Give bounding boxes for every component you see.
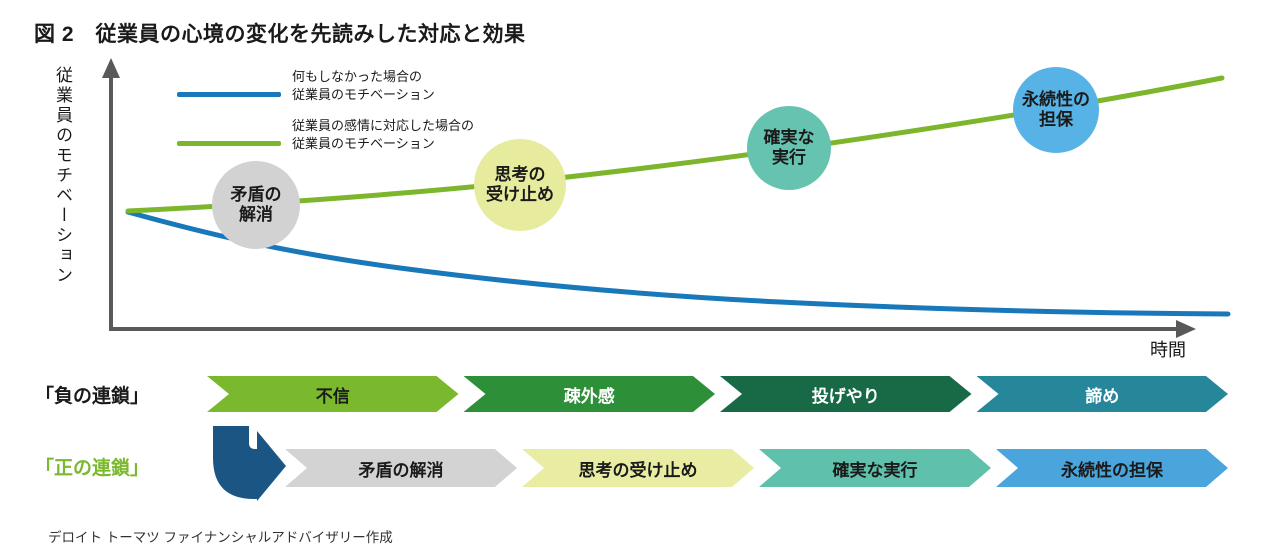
positive-chain-row: 矛盾の解消 思考の受け止め 確実な実行 永続性の担保: [285, 449, 1228, 487]
chevron-step-resignation: 諦め: [977, 376, 1229, 412]
positive-chain-label: 「正の連鎖」: [35, 458, 150, 479]
milestone-ensuring-permanence: 永続性の 担保: [1013, 67, 1099, 153]
legend-label-no-action-line1: 何もしなかった場合の: [292, 69, 423, 84]
milestone-text: 実行: [772, 148, 806, 167]
milestone-text: 受け止め: [486, 185, 554, 204]
legend-line-green-icon: [177, 141, 281, 146]
chevron-step-apathy: 投げやり: [720, 376, 972, 412]
milestone-contradiction-resolution: 矛盾の 解消: [212, 161, 300, 249]
milestone-text: 解消: [239, 205, 273, 224]
negative-chain-row: 不信 疎外感 投げやり 諦め: [207, 376, 1228, 412]
milestone-accepting-thoughts: 思考の 受け止め: [474, 139, 566, 231]
milestone-reliable-execution: 確実な 実行: [747, 106, 831, 190]
milestone-text: 担保: [1039, 110, 1073, 129]
legend-label-no-action-line2: 従業員のモチベーション: [292, 86, 435, 102]
x-axis-arrow-icon: [1176, 320, 1196, 338]
chevron-step-ensuring-permanence: 永続性の担保: [996, 449, 1228, 487]
chevron-step-accepting-thoughts: 思考の受け止め: [522, 449, 754, 487]
milestone-text: 思考の: [494, 164, 546, 184]
y-axis-label: 従業員のモチベーション: [53, 66, 72, 286]
chevron-step-contradiction-resolution: 矛盾の解消: [285, 449, 517, 487]
legend-label-responded-line1: 従業員の感情に対応した場合の: [292, 118, 475, 133]
milestone-text: 永続性の: [1022, 89, 1090, 109]
legend-label-no-action: 何もしなかった場合の 従業員のモチベーション: [292, 68, 435, 103]
bent-arrow-icon: [213, 426, 286, 501]
y-axis-arrow-icon: [102, 58, 120, 78]
x-axis-label: 時間: [1150, 340, 1186, 360]
source-attribution: デロイト トーマツ ファイナンシャルアドバイザリー作成: [48, 530, 393, 545]
negative-chain-label: 「負の連鎖」: [35, 386, 150, 407]
chevron-step-alienation: 疎外感: [464, 376, 716, 412]
milestone-text: 矛盾の: [230, 184, 282, 204]
chevron-step-distrust: 不信: [207, 376, 459, 412]
legend-label-responded: 従業員の感情に対応した場合の 従業員のモチベーション: [292, 117, 474, 152]
figure-title: 図 2 従業員の心境の変化を先読みした対応と効果: [34, 23, 526, 46]
legend-line-blue-icon: [177, 92, 281, 97]
milestone-text: 確実な: [763, 127, 815, 147]
legend-label-responded-line2: 従業員のモチベーション: [292, 135, 435, 151]
chevron-step-reliable-execution: 確実な実行: [759, 449, 991, 487]
